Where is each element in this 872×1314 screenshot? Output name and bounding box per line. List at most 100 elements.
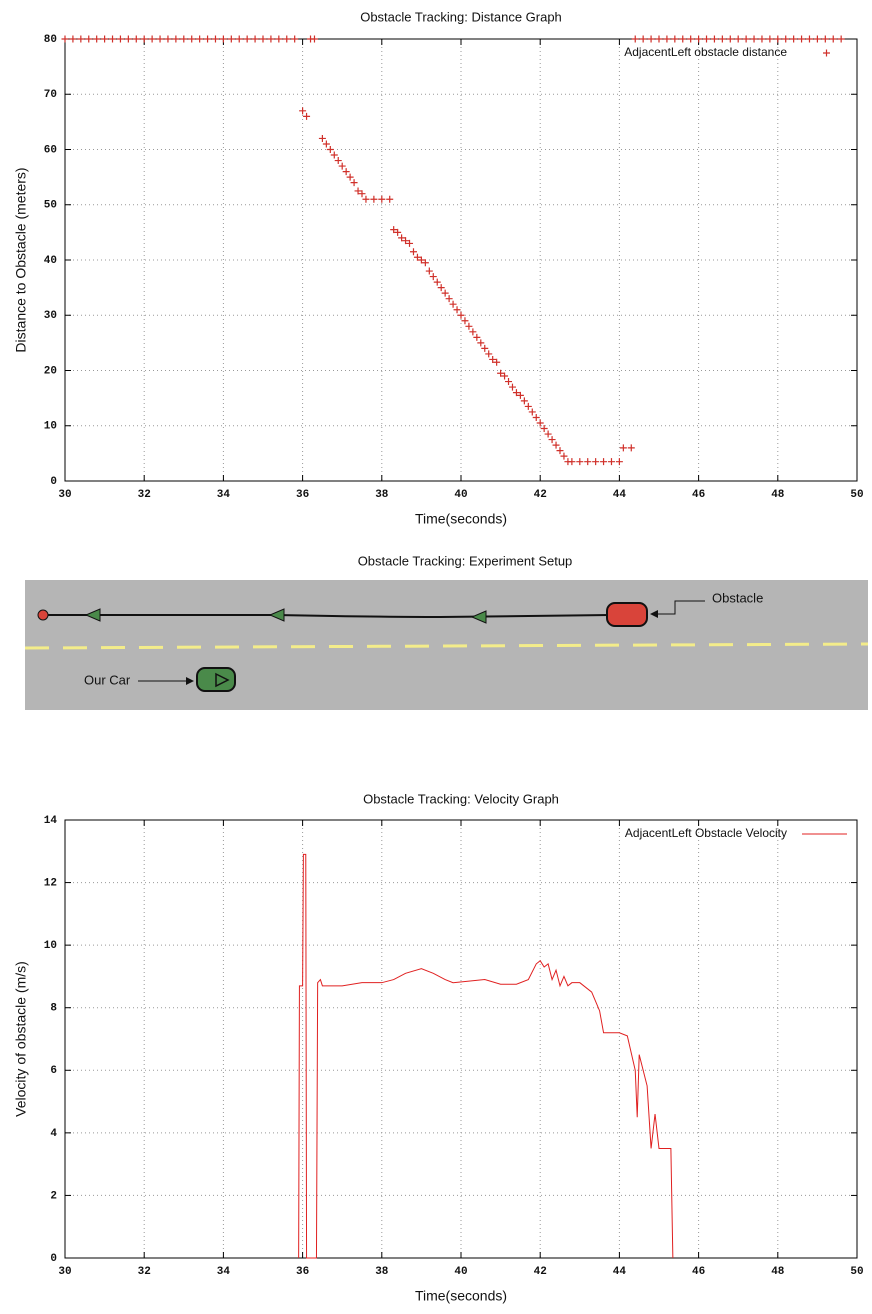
data-point [343,168,350,175]
data-point [410,248,417,255]
data-point [557,447,564,454]
data-point [790,36,797,43]
x-tick-label: 36 [296,489,309,501]
data-point [806,36,813,43]
data-point [751,36,758,43]
y-tick-label: 2 [50,1190,57,1202]
data-point [438,284,445,291]
x-tick-label: 50 [850,489,863,501]
x-tick-label: 50 [850,1266,863,1278]
data-point [814,36,821,43]
y-tick-label: 14 [44,815,58,827]
data-point [125,36,132,43]
y-axis-label: Velocity of obstacle (m/s) [13,961,29,1117]
x-axis-label: Time(seconds) [415,1288,507,1304]
data-point [228,36,235,43]
obstacle-car [607,603,647,626]
data-point [774,36,781,43]
data-point [212,36,219,43]
data-point [525,403,532,410]
data-point [386,196,393,203]
y-tick-label: 0 [50,476,57,488]
x-tick-label: 36 [296,1266,309,1278]
data-point [101,36,108,43]
data-point [267,36,274,43]
data-point [133,36,140,43]
y-tick-label: 80 [44,34,57,46]
y-tick-label: 50 [44,200,57,212]
data-point [93,36,100,43]
x-tick-label: 44 [613,489,627,501]
data-point [568,458,575,465]
y-tick-label: 30 [44,310,57,322]
data-point [553,442,560,449]
data-point [743,36,750,43]
data-point [275,36,282,43]
data-point [331,152,338,159]
data-point [485,350,492,357]
data-point [450,301,457,308]
data-point [473,334,480,341]
data-point [671,36,678,43]
x-tick-label: 38 [375,489,389,501]
y-tick-label: 8 [50,1003,57,1015]
diagram-title: Obstacle Tracking: Experiment Setup [358,553,573,568]
data-point [545,431,552,438]
legend-label: AdjacentLeft Obstacle Velocity [625,826,787,840]
y-tick-label: 20 [44,365,57,377]
data-point [608,458,615,465]
data-point [362,196,369,203]
data-point [529,408,536,415]
chart-title: Obstacle Tracking: Distance Graph [360,9,562,24]
data-point [620,444,627,451]
data-point [335,157,342,164]
x-tick-label: 34 [217,1266,231,1278]
data-point [600,458,607,465]
data-point [758,36,765,43]
data-point [378,196,385,203]
y-tick-label: 60 [44,144,57,156]
y-tick-label: 6 [50,1065,57,1077]
data-point [164,36,171,43]
data-point [687,36,694,43]
data-point [446,295,453,302]
data-point [149,36,156,43]
data-point [648,36,655,43]
data-point [632,36,639,43]
data-point [628,444,635,451]
data-point [798,36,805,43]
y-tick-label: 12 [44,877,57,889]
data-point [188,36,195,43]
obstacle-label: Obstacle [712,590,763,605]
data-point [311,36,318,43]
legend-marker [823,50,830,57]
data-point [204,36,211,43]
data-point [347,174,354,181]
y-tick-label: 10 [44,421,57,433]
data-point [616,458,623,465]
data-point [465,323,472,330]
data-point [85,36,92,43]
data-point [339,163,346,170]
data-point [782,36,789,43]
data-point [477,339,484,346]
y-tick-label: 40 [44,255,57,267]
data-point [327,146,334,153]
x-tick-label: 30 [58,1266,71,1278]
x-tick-label: 46 [692,489,705,501]
data-point [442,290,449,297]
data-point [822,36,829,43]
data-point [656,36,663,43]
car-label: Our Car [84,672,131,687]
y-tick-label: 4 [50,1128,57,1140]
data-point [711,36,718,43]
data-point [584,458,591,465]
data-point [430,273,437,280]
data-point [220,36,227,43]
data-point [77,36,84,43]
x-tick-label: 48 [771,1266,785,1278]
data-point [830,36,837,43]
x-tick-label: 38 [375,1266,389,1278]
data-point [244,36,251,43]
data-point [180,36,187,43]
